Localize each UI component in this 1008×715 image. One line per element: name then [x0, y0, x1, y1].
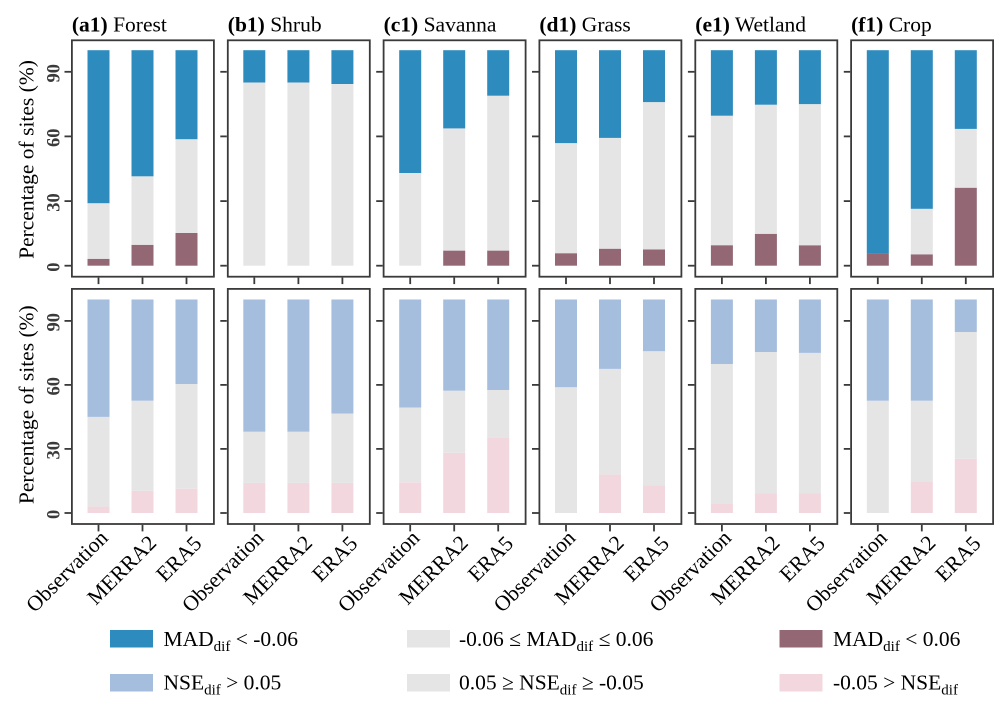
svg-text:MADdif < -0.06: MADdif < -0.06	[164, 627, 299, 655]
svg-text:(c1) Savanna: (c1) Savanna	[384, 13, 497, 37]
svg-text:-0.05 > NSEdif: -0.05 > NSEdif	[833, 671, 958, 699]
svg-text:Percentage of sites (%): Percentage of sites (%)	[15, 305, 39, 504]
svg-text:NSEdif > 0.05: NSEdif > 0.05	[164, 671, 282, 699]
svg-text:0: 0	[45, 262, 65, 271]
svg-text:60: 60	[45, 377, 65, 396]
svg-text:0: 0	[45, 510, 65, 519]
svg-text:(b1) Shrub: (b1) Shrub	[228, 13, 322, 37]
svg-text:60: 60	[45, 129, 65, 148]
svg-text:(a1) Forest: (a1) Forest	[72, 13, 167, 37]
svg-text:Percentage of sites (%): Percentage of sites (%)	[15, 60, 39, 259]
svg-text:90: 90	[45, 64, 65, 83]
svg-text:30: 30	[45, 193, 65, 212]
svg-text:(e1) Wetland: (e1) Wetland	[695, 13, 806, 37]
svg-text:0.05 ≥ NSEdif ≥ -0.05: 0.05 ≥ NSEdif ≥ -0.05	[459, 671, 644, 699]
svg-text:MADdif < 0.06: MADdif < 0.06	[833, 627, 961, 655]
svg-text:90: 90	[45, 313, 65, 332]
svg-text:(d1) Grass: (d1) Grass	[539, 13, 630, 37]
svg-text:-0.06 ≤ MADdif ≤ 0.06: -0.06 ≤ MADdif ≤ 0.06	[459, 627, 654, 655]
svg-text:(f1) Crop: (f1) Crop	[851, 13, 932, 37]
svg-text:30: 30	[45, 441, 65, 460]
